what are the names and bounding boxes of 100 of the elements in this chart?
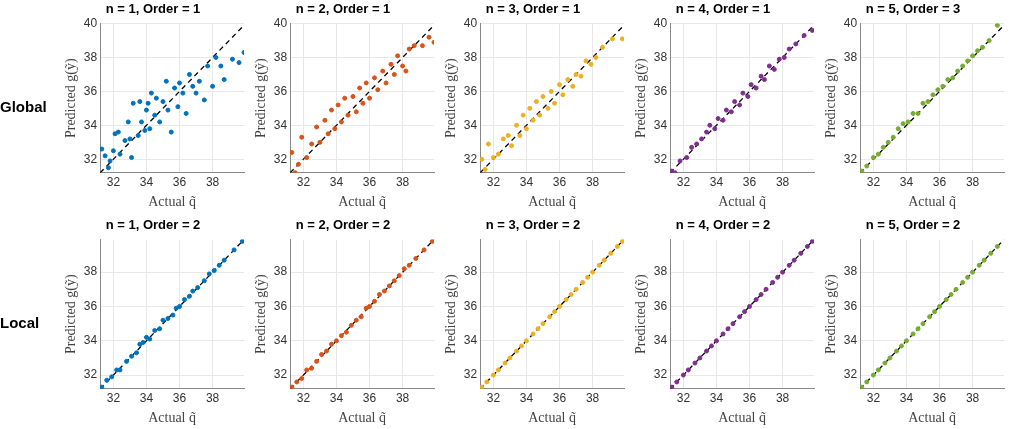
- x-tick-label: 32: [486, 391, 501, 406]
- x-tick-label: 36: [172, 175, 187, 190]
- x-tick-label: 34: [519, 175, 534, 190]
- chart-title: n = 3, Order = 2: [485, 217, 581, 233]
- y-tick-label: 32: [843, 151, 858, 166]
- y-axis-title: Predicted g(ỹ): [253, 274, 270, 355]
- y-axis-title: Predicted g(ỹ): [253, 58, 270, 139]
- x-tick-label: 36: [932, 175, 947, 190]
- x-tick-label: 36: [362, 391, 377, 406]
- y-tick-label: 40: [83, 15, 98, 30]
- x-tick-label: 34: [139, 391, 154, 406]
- y-axis-title: Predicted g(ỹ): [443, 58, 460, 139]
- x-axis-title: Actual q̃: [338, 194, 386, 210]
- x-tick-label: 36: [742, 175, 757, 190]
- y-tick-label: 38: [463, 49, 478, 64]
- y-tick-label: 32: [83, 367, 98, 382]
- y-tick-label: 36: [463, 298, 478, 313]
- x-axis-title: Actual q̃: [148, 194, 196, 210]
- x-tick-label: 32: [866, 175, 881, 190]
- chart-title: n = 4, Order = 2: [675, 217, 771, 233]
- y-tick-label: 34: [653, 333, 668, 348]
- x-tick-label: 36: [362, 175, 377, 190]
- x-tick-label: 34: [899, 175, 914, 190]
- y-tick-label: 36: [653, 298, 668, 313]
- y-tick-label: 36: [843, 298, 858, 313]
- x-tick-label: 32: [866, 391, 881, 406]
- x-tick-label: 34: [709, 175, 724, 190]
- y-axis-title: Predicted g(ỹ): [443, 274, 460, 355]
- y-tick-label: 38: [653, 264, 668, 279]
- y-axis-title: Predicted g(ỹ): [823, 274, 840, 355]
- x-tick-label: 38: [205, 175, 220, 190]
- x-tick-label: 34: [519, 391, 534, 406]
- y-tick-label: 38: [463, 264, 478, 279]
- x-tick-label: 34: [329, 175, 344, 190]
- x-tick-label: 36: [552, 391, 567, 406]
- x-tick-label: 38: [965, 391, 980, 406]
- x-tick-label: 32: [676, 175, 691, 190]
- y-tick-label: 32: [843, 367, 858, 382]
- x-tick-label: 32: [106, 175, 121, 190]
- x-tick-label: 38: [775, 175, 790, 190]
- x-tick-label: 34: [139, 175, 154, 190]
- x-axis-title: Actual q̃: [908, 194, 956, 210]
- x-tick-label: 32: [296, 175, 311, 190]
- y-tick-label: 34: [83, 117, 98, 132]
- y-tick-label: 36: [843, 83, 858, 98]
- y-tick-label: 32: [273, 151, 288, 166]
- y-tick-label: 32: [653, 151, 668, 166]
- y-tick-label: 34: [273, 117, 288, 132]
- y-tick-label: 32: [463, 367, 478, 382]
- x-tick-label: 32: [296, 391, 311, 406]
- chart-title: n = 1, Order = 1: [105, 1, 201, 17]
- x-tick-label: 38: [205, 391, 220, 406]
- x-axis-title: Actual q̃: [908, 410, 956, 426]
- y-tick-label: 34: [463, 333, 478, 348]
- y-axis-title: Predicted g(ỹ): [63, 274, 80, 355]
- y-tick-label: 32: [273, 367, 288, 382]
- chart-title: n = 5, Order = 3: [865, 1, 961, 17]
- x-tick-label: 32: [676, 391, 691, 406]
- x-axis-title: Actual q̃: [718, 410, 766, 426]
- y-tick-label: 34: [653, 117, 668, 132]
- x-tick-label: 36: [932, 391, 947, 406]
- x-axis-title: Actual q̃: [148, 410, 196, 426]
- x-tick-label: 38: [585, 175, 600, 190]
- y-tick-label: 34: [843, 117, 858, 132]
- x-tick-label: 36: [172, 391, 187, 406]
- x-tick-label: 32: [486, 175, 501, 190]
- text: Global: [0, 97, 48, 115]
- x-tick-label: 38: [965, 175, 980, 190]
- x-tick-label: 36: [552, 175, 567, 190]
- x-axis-title: Actual q̃: [338, 410, 386, 426]
- y-tick-label: 36: [273, 298, 288, 313]
- x-tick-label: 38: [395, 391, 410, 406]
- y-axis-title: Predicted g(ỹ): [63, 58, 80, 139]
- x-tick-label: 34: [709, 391, 724, 406]
- y-tick-label: 32: [83, 151, 98, 166]
- y-tick-label: 36: [83, 83, 98, 98]
- y-tick-label: 34: [463, 117, 478, 132]
- x-axis-title: Actual q̃: [528, 410, 576, 426]
- x-axis-title: Actual q̃: [528, 194, 576, 210]
- y-tick-label: 38: [83, 49, 98, 64]
- y-tick-label: 38: [843, 264, 858, 279]
- y-tick-label: 38: [653, 49, 668, 64]
- chart-title: n = 1, Order = 2: [105, 217, 201, 233]
- y-tick-label: 38: [273, 264, 288, 279]
- chart-title: n = 4, Order = 1: [675, 1, 771, 17]
- y-tick-label: 36: [463, 83, 478, 98]
- y-tick-label: 34: [83, 333, 98, 348]
- y-tick-label: 38: [83, 264, 98, 279]
- y-tick-label: 40: [653, 15, 668, 30]
- x-tick-label: 34: [329, 391, 344, 406]
- x-tick-label: 32: [106, 391, 121, 406]
- y-tick-label: 40: [843, 15, 858, 30]
- y-tick-label: 36: [83, 298, 98, 313]
- x-tick-label: 34: [899, 391, 914, 406]
- chart-title: n = 5, Order = 2: [865, 217, 961, 233]
- y-tick-label: 40: [463, 15, 478, 30]
- y-tick-label: 32: [653, 367, 668, 382]
- y-tick-label: 34: [843, 333, 858, 348]
- chart-title: n = 2, Order = 1: [295, 1, 391, 17]
- y-axis-title: Predicted g(ỹ): [633, 58, 650, 139]
